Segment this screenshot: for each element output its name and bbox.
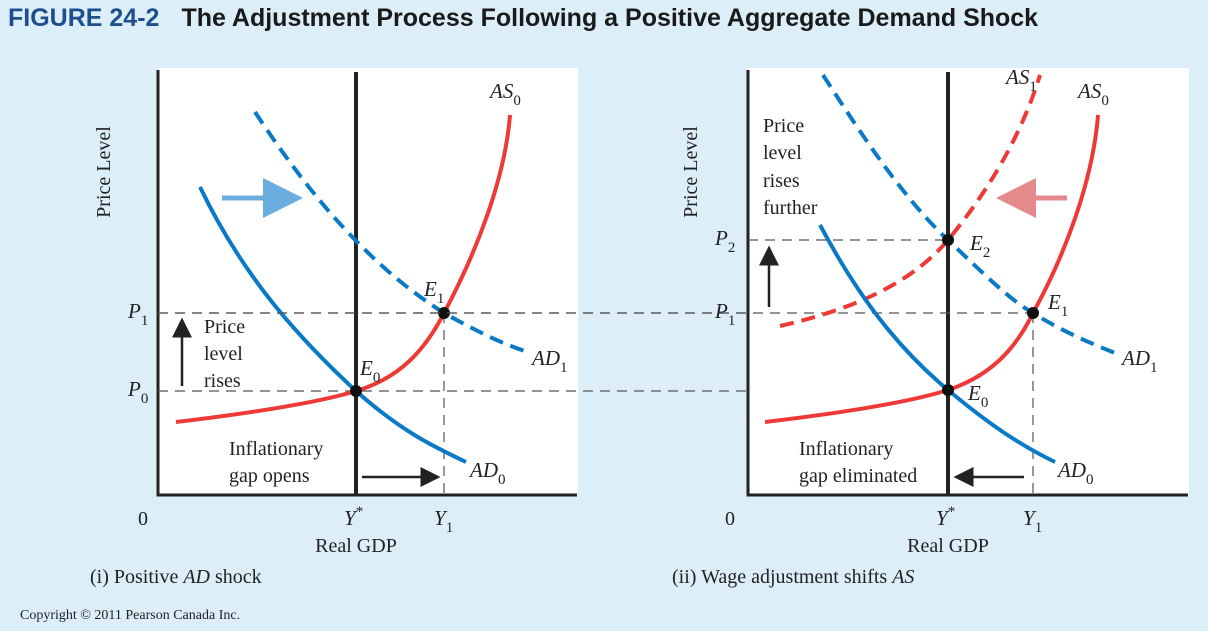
panel1-caption: (i) Positive AD shock — [90, 566, 262, 588]
guide-lines — [158, 239, 1034, 495]
as1-label: AS1 — [1004, 65, 1037, 95]
y-axis-label: Price Level — [93, 126, 115, 218]
y1-label: Y1 — [1023, 506, 1042, 536]
e2-label: E2 — [969, 231, 990, 261]
svg-text:further: further — [763, 197, 818, 219]
x-axis-label: Real GDP — [315, 535, 397, 557]
as0-curve — [175, 114, 512, 424]
e1-label: E1 — [1047, 290, 1068, 320]
as0-label: AS0 — [1076, 79, 1109, 109]
e1-label: E1 — [423, 277, 444, 307]
svg-text:Price: Price — [763, 115, 804, 137]
p1-label: P1 — [127, 299, 148, 329]
figure-heading: The Adjustment Process Following a Posit… — [181, 4, 1039, 32]
axes — [746, 70, 1188, 497]
y-axis-label: Price Level — [680, 126, 702, 218]
ad0-label: AD0 — [1056, 458, 1094, 488]
ystar-label: Y* — [936, 504, 955, 530]
origin-label: 0 — [138, 508, 148, 530]
panel-wage-adjustment: Price Level Real GDP 0 Y* Y1 P2 P1 AS1 A… — [158, 65, 1189, 588]
as1-curve — [779, 74, 1042, 328]
e1-point — [1027, 307, 1039, 319]
price-rise-note: Price level rises further — [763, 115, 818, 219]
e1-point — [438, 307, 450, 319]
svg-text:Inflationary: Inflationary — [799, 438, 893, 460]
axes — [156, 70, 577, 497]
e2-point — [942, 234, 954, 246]
as0-curve — [764, 114, 1100, 424]
ystar-label: Y* — [344, 504, 363, 530]
figure-number: FIGURE 24-2 — [8, 4, 160, 32]
ad0-curve — [198, 186, 467, 464]
e0-point — [350, 385, 362, 397]
e0-point — [942, 384, 954, 396]
copyright: Copyright © 2011 Pearson Canada Inc. — [20, 608, 241, 623]
svg-text:Price: Price — [204, 316, 245, 338]
ad0-curve — [818, 224, 1056, 464]
svg-text:rises: rises — [204, 370, 241, 392]
ad1-label: AD1 — [1120, 346, 1158, 376]
ad1-label: AD1 — [530, 346, 568, 376]
ad1-curve — [821, 73, 1121, 357]
figure-title: FIGURE 24-2 The Adjustment Process Follow… — [8, 4, 1038, 33]
p2-label: P2 — [714, 226, 735, 256]
svg-text:gap opens: gap opens — [229, 465, 310, 487]
p0-label: P0 — [127, 377, 148, 407]
gap-note: Inflationary gap opens — [229, 438, 323, 487]
e0-label: E0 — [967, 381, 988, 411]
price-rise-note: Price level rises — [204, 316, 245, 392]
svg-text:rises: rises — [763, 170, 800, 192]
ad1-curve — [253, 110, 529, 354]
gap-note: Inflationary gap eliminated — [799, 438, 917, 487]
svg-text:gap eliminated: gap eliminated — [799, 465, 917, 487]
x-axis-label: Real GDP — [907, 535, 989, 557]
svg-text:level: level — [204, 343, 243, 365]
svg-text:level: level — [763, 142, 802, 164]
origin-label: 0 — [725, 508, 735, 530]
y1-label: Y1 — [434, 506, 453, 536]
p1-label: P1 — [714, 299, 735, 329]
ad0-label: AD0 — [468, 458, 506, 488]
as0-label: AS0 — [488, 79, 521, 109]
e0-label: E0 — [359, 356, 380, 386]
panel2-caption: (ii) Wage adjustment shifts AS — [672, 566, 914, 588]
svg-text:Inflationary: Inflationary — [229, 438, 323, 460]
